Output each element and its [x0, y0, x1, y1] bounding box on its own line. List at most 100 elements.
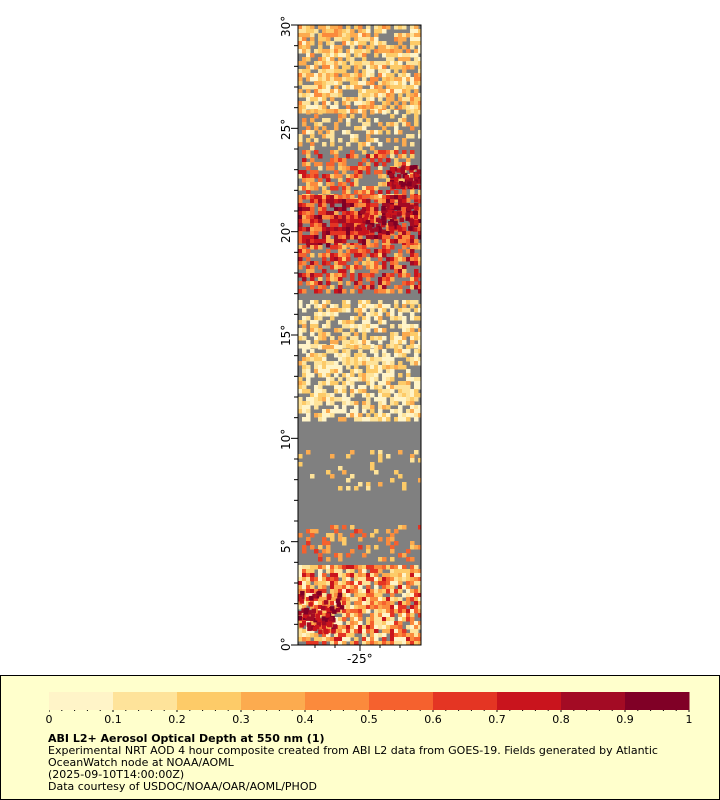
aod-pixel — [402, 257, 407, 262]
aod-pixel — [298, 239, 303, 244]
aod-pixel — [398, 553, 403, 558]
aod-pixel — [400, 169, 406, 175]
aod-pixel — [413, 175, 418, 180]
aod-pixel — [374, 641, 379, 645]
aod-pixel — [342, 320, 347, 325]
aod-pixel — [390, 73, 395, 78]
aod-pixel — [410, 77, 415, 82]
aod-pixel — [382, 61, 387, 66]
aod-pixel — [410, 557, 415, 562]
aod-pixel — [350, 393, 355, 398]
aod-pixel — [366, 405, 371, 410]
colorbar-segment — [161, 692, 178, 710]
aod-pixel — [375, 217, 381, 223]
aod-pixel — [414, 300, 419, 305]
aod-pixel — [406, 369, 411, 374]
aod-pixel — [358, 211, 363, 216]
aod-pixel — [378, 265, 383, 270]
aod-pixel — [310, 146, 315, 151]
aod-pixel — [298, 174, 303, 179]
colorbar-segment — [65, 692, 82, 710]
aod-pixel — [398, 589, 403, 594]
aod-pixel — [370, 158, 375, 163]
aod-pixel — [314, 73, 319, 78]
aod-pixel — [350, 138, 355, 143]
aod-pixel — [406, 385, 411, 390]
aod-pixel — [418, 316, 421, 321]
aod-pixel — [362, 393, 367, 398]
aod-pixel — [298, 611, 302, 616]
aod-pixel — [378, 249, 383, 254]
aod-pixel — [378, 109, 383, 114]
aod-pixel — [370, 207, 375, 212]
aod-pixel — [302, 118, 307, 123]
aod-pixel — [330, 57, 335, 62]
aod-pixel — [390, 593, 395, 598]
aod-pixel — [358, 73, 363, 78]
aod-pixel — [326, 41, 331, 46]
aod-pixel — [346, 29, 351, 34]
aod-pixel — [330, 336, 335, 341]
aod-pixel — [378, 589, 383, 594]
aod-pixel — [382, 637, 387, 642]
aod-pixel — [326, 73, 331, 78]
aod-pixel — [414, 81, 419, 86]
aod-pixel — [322, 61, 327, 66]
aod-pixel — [306, 537, 311, 542]
aod-pixel — [394, 332, 399, 337]
aod-pixel — [358, 146, 363, 151]
aod-pixel — [299, 623, 304, 628]
aod-pixel — [310, 328, 315, 333]
aod-pixel — [350, 369, 355, 374]
aod-pixel — [378, 81, 383, 86]
aod-pixel — [398, 65, 403, 70]
aod-pixel — [338, 320, 343, 325]
aod-pixel — [362, 589, 367, 594]
aod-pixel — [358, 245, 363, 250]
aod-pixel — [402, 195, 407, 200]
aod-pixel — [387, 181, 392, 187]
aod-pixel — [398, 93, 403, 98]
aod-pixel — [334, 345, 339, 350]
aod-pixel — [414, 629, 419, 634]
aod-pixel — [366, 101, 371, 106]
aod-pixel — [418, 73, 421, 78]
aod-pixel — [346, 397, 351, 402]
aod-pixel — [406, 105, 411, 110]
aod-pixel — [414, 25, 419, 30]
aod-pixel — [382, 633, 387, 638]
aod-pixel — [322, 85, 327, 90]
aod-pixel — [390, 377, 395, 382]
aod-pixel — [390, 77, 395, 82]
aod-pixel — [398, 231, 403, 236]
aod-pixel — [334, 621, 339, 626]
aod-pixel — [358, 218, 363, 223]
aod-pixel — [417, 178, 421, 184]
aod-pixel — [390, 93, 395, 98]
aod-pixel — [378, 581, 383, 586]
colorbar-segment — [481, 692, 498, 710]
aod-pixel — [342, 565, 347, 570]
aod-pixel — [342, 114, 347, 119]
aod-pixel — [392, 167, 398, 172]
aod-pixel — [330, 454, 335, 459]
aod-pixel — [410, 285, 415, 290]
aod-pixel — [386, 625, 391, 630]
aod-pixel — [302, 93, 307, 98]
aod-pixel — [328, 616, 334, 622]
aod-pixel — [410, 101, 415, 106]
aod-pixel — [318, 122, 323, 127]
aod-pixel — [298, 81, 303, 86]
aod-pixel — [389, 173, 394, 178]
aod-pixel — [338, 215, 343, 220]
aod-pixel — [378, 289, 383, 294]
aod-pixel — [406, 357, 411, 362]
aod-pixel — [382, 49, 387, 54]
aod-pixel — [410, 621, 415, 626]
aod-pixel — [398, 336, 403, 341]
colorbar-segment — [129, 692, 146, 710]
aod-pixel — [358, 581, 363, 586]
aod-pixel — [374, 597, 379, 602]
aod-pixel — [354, 138, 359, 143]
aod-pixel — [342, 203, 347, 208]
